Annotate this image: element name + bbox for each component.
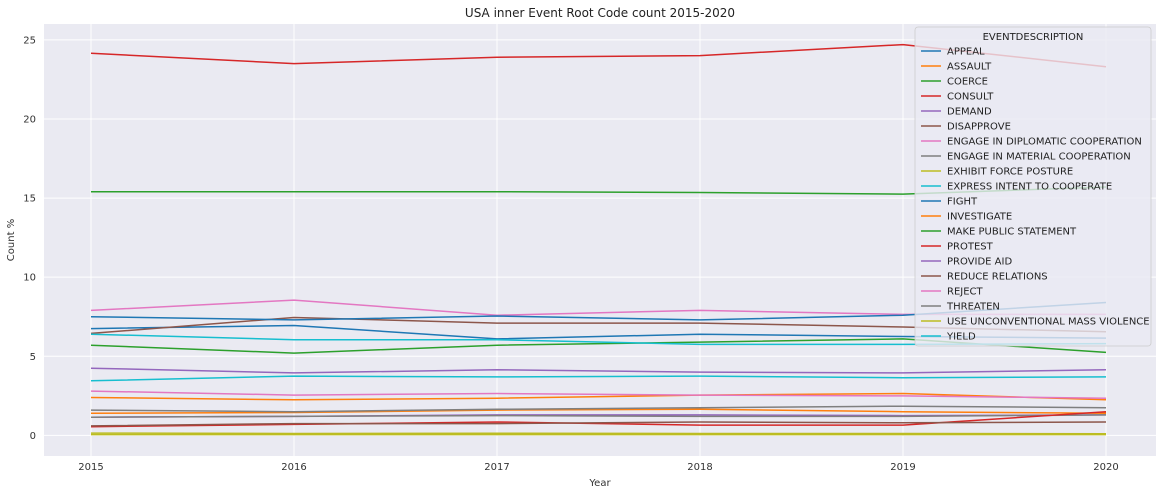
series-line-19 — [90, 375, 1107, 382]
legend: EVENTDESCRIPTION APPEAL ASSAULT COERCE CONS… — [914, 26, 1152, 347]
series-line-8 — [90, 432, 1107, 435]
legend-label: MAKE PUBLIC STATEMENT — [947, 227, 1077, 238]
x-tick-label: 2019 — [890, 462, 915, 473]
y-tick-labels: 0 5 10 15 20 25 — [23, 35, 36, 442]
legend-label: DISAPPROVE — [947, 122, 1011, 133]
legend-title: EVENTDESCRIPTION — [983, 32, 1084, 43]
legend-label: PROTEST — [947, 242, 994, 253]
series-line-17 — [90, 405, 1107, 413]
series-line-15 — [90, 421, 1107, 427]
x-tick-label: 2020 — [1093, 462, 1118, 473]
y-axis-label: Count % — [6, 219, 17, 261]
legend-label: APPEAL — [947, 47, 985, 58]
y-tick-label: 10 — [23, 273, 36, 284]
legend-label: ENGAGE IN MATERIAL COOPERATION — [947, 152, 1131, 163]
chart-title: USA inner Event Root Code count 2015-202… — [465, 6, 735, 20]
legend-label: INVESTIGATE — [947, 212, 1012, 223]
legend-items: APPEAL ASSAULT COERCE CONSULT DEMAND DISAPPRO… — [921, 47, 1150, 343]
x-tick-label: 2015 — [78, 462, 103, 473]
legend-label: COERCE — [947, 77, 988, 88]
legend-label: CONSULT — [947, 92, 994, 103]
x-tick-label: 2017 — [484, 462, 509, 473]
legend-label: YIELD — [946, 332, 976, 343]
x-tick-label: 2016 — [281, 462, 306, 473]
series-line-14 — [90, 367, 1107, 374]
series-line-1 — [90, 392, 1107, 401]
legend-label: DEMAND — [947, 107, 992, 118]
x-tick-label: 2018 — [687, 462, 712, 473]
y-tick-label: 25 — [23, 35, 36, 46]
legend-label: REJECT — [947, 287, 984, 298]
series-line-16 — [90, 390, 1107, 399]
series-line-11 — [90, 408, 1107, 415]
x-tick-labels: 2015 2016 2017 2018 2019 2020 — [78, 462, 1118, 473]
y-tick-label: 20 — [23, 114, 36, 125]
y-tick-label: 0 — [30, 431, 36, 442]
y-tick-label: 5 — [30, 352, 36, 363]
legend-box — [914, 26, 1152, 347]
legend-label: PROVIDE AID — [947, 257, 1012, 268]
legend-label: USE UNCONVENTIONAL MASS VIOLENCE — [947, 317, 1150, 328]
legend-label: REDUCE RELATIONS — [947, 272, 1048, 283]
legend-label: FIGHT — [947, 197, 978, 208]
series-line-7 — [90, 414, 1107, 418]
legend-label: EXHIBIT FORCE POSTURE — [947, 167, 1073, 178]
legend-label: EXPRESS INTENT TO COOPERATE — [947, 182, 1112, 193]
legend-label: THREATEN — [946, 302, 1000, 313]
x-axis-label: Year — [588, 478, 611, 489]
y-tick-label: 15 — [23, 194, 36, 205]
legend-label: ENGAGE IN DIPLOMATIC COOPERATION — [947, 137, 1142, 148]
legend-label: ASSAULT — [947, 62, 992, 73]
